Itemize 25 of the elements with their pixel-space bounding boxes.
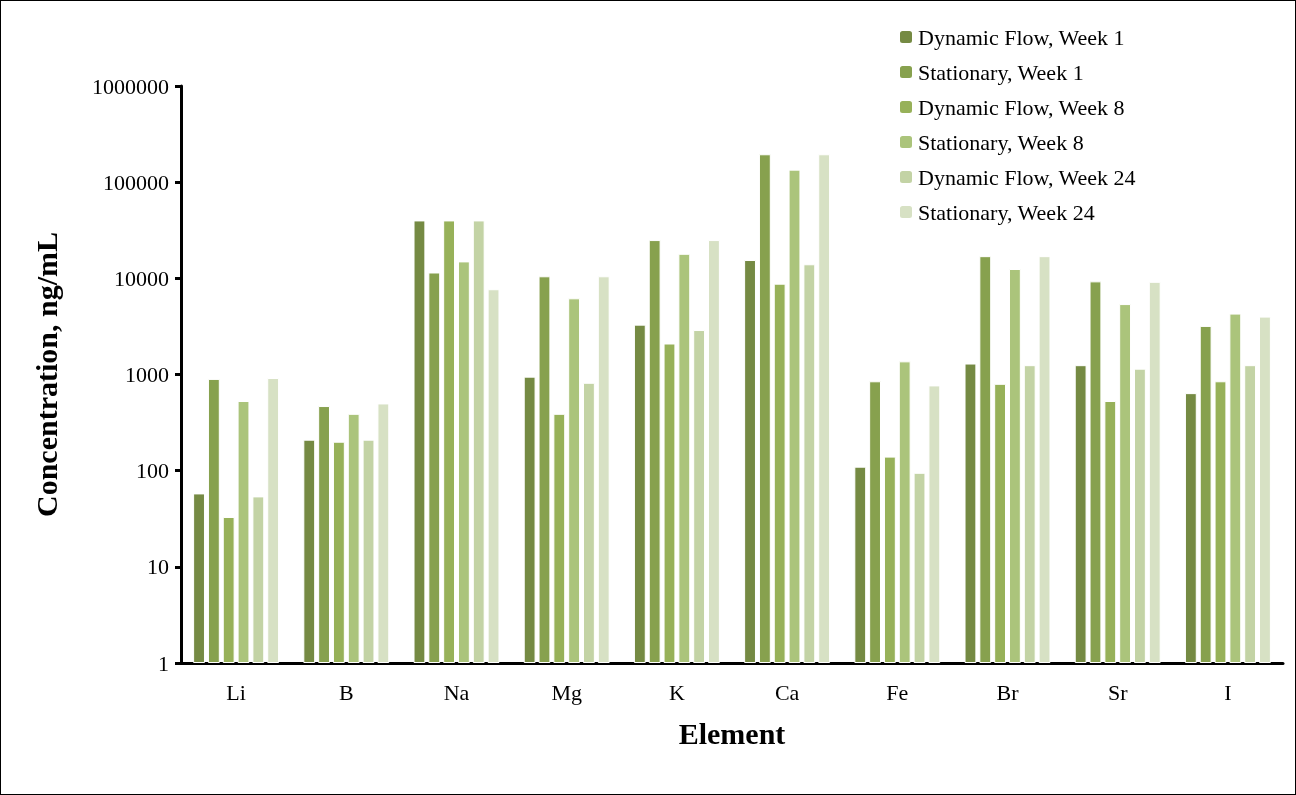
x-tick-label: I <box>1224 679 1232 705</box>
x-tick-label: Ca <box>774 679 800 705</box>
y-tick-label: 1000 <box>125 362 169 387</box>
x-tick-label: Na <box>443 679 470 705</box>
x-axis-title: Element <box>678 716 786 750</box>
y-tick-label: 100 <box>136 458 169 484</box>
y-tick-label: 10000 <box>114 265 169 291</box>
x-tick-label: Sr <box>1107 679 1129 705</box>
x-tick-label: Fe <box>886 679 909 705</box>
legend-label: Dynamic Flow, Week 24 <box>918 164 1136 190</box>
y-tick-label: 1 <box>158 650 169 676</box>
y-tick-label: 100000 <box>103 169 169 195</box>
x-tick-label: B <box>338 679 354 705</box>
y-tick-label: 1000000 <box>92 73 169 99</box>
x-tick-label: Br <box>996 679 1020 705</box>
legend-label: Dynamic Flow, Week 8 <box>918 94 1125 120</box>
legend-label: Stationary, Week 1 <box>918 59 1084 85</box>
legend-label: Stationary, Week 24 <box>918 199 1095 225</box>
x-tick-label: Li <box>226 679 246 705</box>
legend-label: Stationary, Week 8 <box>918 129 1084 155</box>
legend-label: Dynamic Flow, Week 1 <box>918 24 1125 50</box>
x-tick-label: K <box>668 679 685 705</box>
x-tick-label: Mg <box>551 679 582 705</box>
y-axis-title: Concentration, ng/mL <box>29 232 63 517</box>
y-tick-label: 10 <box>147 554 169 580</box>
